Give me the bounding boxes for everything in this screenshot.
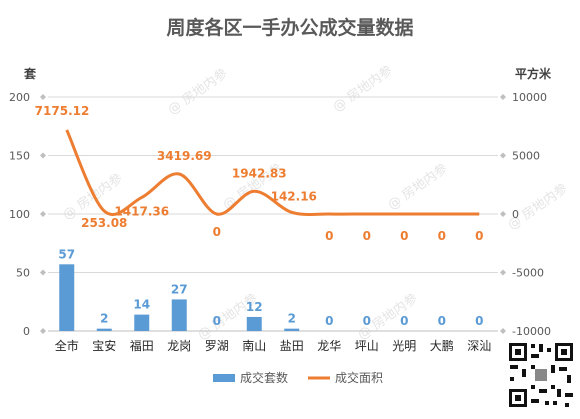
watermark-text: @ 房地内参 — [330, 62, 396, 115]
left-tick-marker — [40, 328, 46, 334]
right-tick-marker — [500, 269, 506, 276]
left-tick-label: 150 — [9, 150, 30, 163]
right-tick-label: -10000 — [512, 325, 551, 338]
bar-data-label: 27 — [171, 282, 188, 296]
category-label: 宝安 — [92, 338, 116, 353]
left-axis-unit: 套 — [23, 66, 37, 81]
bar — [171, 299, 187, 331]
qr-code-icon — [506, 340, 576, 410]
bar-data-label: 0 — [400, 314, 408, 328]
category-label: 龙华 — [317, 339, 341, 353]
legend: 成交套数 成交面积 — [213, 370, 383, 385]
watermark-text: @ 房地内参 — [505, 180, 571, 233]
left-tick-label: 200 — [9, 91, 30, 104]
bar-data-label: 0 — [475, 314, 483, 328]
bar-data-label: 2 — [100, 312, 108, 326]
right-tick-marker — [500, 328, 506, 334]
line-data-label: 1942.83 — [232, 166, 287, 180]
line-data-label: 3419.69 — [157, 149, 212, 163]
bar-data-label: 57 — [58, 247, 75, 261]
line-data-label: 0 — [213, 225, 221, 239]
bar-data-label: 2 — [288, 312, 296, 326]
right-tick-marker — [500, 152, 506, 159]
right-tick-marker — [500, 94, 506, 100]
bar-series: 57 2 14 27 0 12 2 0 0 0 0 0 — [58, 247, 483, 331]
category-label: 坪山 — [355, 339, 379, 353]
category-label: 全市 — [55, 338, 79, 353]
bar-data-label: 0 — [213, 314, 221, 328]
bar-data-label: 0 — [363, 314, 371, 328]
left-tick-label: 50 — [16, 267, 30, 280]
line-data-label: 0 — [363, 229, 371, 243]
bar — [59, 264, 75, 331]
left-tick-marker — [40, 94, 46, 100]
category-label: 大鹏 — [430, 339, 454, 353]
category-label: 光明 — [392, 339, 416, 353]
line-data-label: 142.16 — [271, 189, 317, 203]
left-axis: 0 50 100 150 200 — [9, 91, 46, 338]
left-tick-label: 0 — [23, 325, 30, 338]
x-axis: 全市 宝安 福田 龙岗 罗湖 南山 盐田 龙华 坪山 光明 大鹏 深汕 — [55, 338, 492, 353]
line-data-label: 0 — [325, 229, 333, 243]
bar — [246, 316, 262, 331]
line-data-label: 0 — [400, 229, 408, 243]
category-label: 龙岗 — [167, 339, 191, 353]
legend-bar-swatch — [213, 374, 235, 382]
bar-data-label: 12 — [246, 300, 263, 314]
legend-bar-label: 成交套数 — [240, 370, 288, 385]
bar-data-label: 0 — [438, 314, 446, 328]
category-label: 深汕 — [467, 339, 491, 353]
right-tick-label: 10000 — [512, 91, 547, 104]
right-axis: -10000 -5000 0 5000 10000 — [500, 91, 551, 338]
line-data-label: 0 — [438, 229, 446, 243]
category-label: 南山 — [242, 338, 266, 353]
watermark-text: @ 房地内参 — [385, 160, 451, 213]
left-tick-marker — [40, 211, 46, 217]
bar-data-label: 0 — [325, 314, 333, 328]
category-label: 盐田 — [280, 339, 304, 353]
watermark-text: @ 房地内参 — [195, 290, 261, 343]
category-label: 罗湖 — [205, 338, 229, 353]
bar — [96, 328, 112, 331]
bar — [134, 314, 150, 331]
right-tick-label: -5000 — [512, 267, 544, 280]
right-tick-marker — [500, 211, 506, 217]
right-axis-unit: 平方米 — [515, 66, 552, 81]
line-data-label: 1417.36 — [114, 204, 169, 218]
line-path — [65, 129, 480, 217]
line-data-label: 7175.12 — [35, 104, 90, 118]
chart-title: 周度各区一手办公成交量数据 — [166, 16, 413, 39]
legend-line-label: 成交面积 — [335, 370, 383, 385]
bar-data-label: 14 — [133, 298, 150, 312]
left-tick-label: 100 — [9, 208, 30, 221]
watermark-text: @ 房地内参 — [165, 65, 231, 118]
bar — [284, 328, 300, 331]
right-tick-label: 0 — [512, 208, 519, 221]
left-tick-marker — [40, 269, 46, 276]
right-tick-label: 5000 — [512, 150, 540, 163]
line-data-label: 0 — [475, 229, 483, 243]
line-data-label: 253.08 — [81, 216, 127, 230]
left-tick-marker — [40, 152, 46, 159]
category-label: 福田 — [130, 338, 154, 353]
